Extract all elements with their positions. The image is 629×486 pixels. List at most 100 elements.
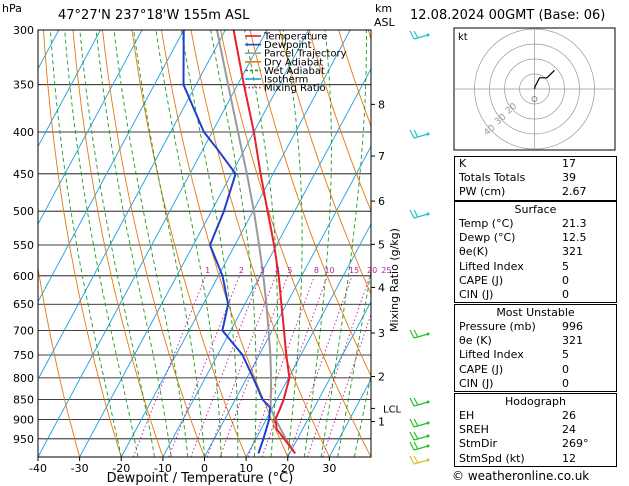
- wind-barb-flag: [413, 209, 419, 218]
- km-tick-label: 5: [378, 238, 385, 251]
- surface-row-value: 21.3: [562, 217, 587, 230]
- pressure-tick-label: 950: [13, 433, 34, 446]
- pressure-tick-label: 500: [13, 205, 34, 218]
- wind-barb-flag: [413, 418, 419, 427]
- legend-entry: Mixing Ratio: [264, 83, 326, 94]
- most-unstable-row: CAPE (J) 0: [455, 363, 616, 377]
- wind-barb-flag: [413, 397, 419, 406]
- wet-adiabat-line: [155, 30, 222, 457]
- legend-entry: Dry Adiabat: [264, 57, 323, 68]
- pressure-tick-label: 700: [13, 325, 34, 338]
- parcel-trajectory-line: [216, 30, 296, 454]
- most-unstable-row-value: 0: [562, 376, 569, 390]
- pressure-tick-label: 650: [13, 298, 34, 311]
- wind-barb-flag: [409, 441, 415, 451]
- wet-adiabat-line: [113, 30, 189, 457]
- km-tick-label: 7: [378, 150, 385, 163]
- location-label: 47°27'N 237°18'W 155m ASL: [58, 8, 250, 23]
- pressure-tick-label: 750: [13, 349, 34, 362]
- pressure-tick-label: 900: [13, 414, 34, 427]
- hpa-label: hPa: [2, 2, 22, 15]
- surface-row: Dewp (°C) 12.5: [455, 231, 616, 245]
- surface-row: CAPE (J) 0: [455, 274, 616, 288]
- pressure-tick-label: 350: [13, 79, 34, 92]
- most-unstable-row: θe (K) 321: [455, 334, 616, 348]
- most-unstable-row: CIN (J) 0: [455, 377, 616, 391]
- indices-row: PW (cm) 2.67: [455, 185, 616, 199]
- x-axis-label: Dewpoint / Temperature (°C): [107, 471, 294, 486]
- wind-barb: [413, 133, 429, 139]
- km-tick-label: 2: [378, 371, 385, 384]
- wind-barb: [413, 401, 429, 407]
- wind-barb-flag: [409, 431, 415, 441]
- wind-barb-flag: [413, 30, 419, 39]
- temperature-line: [232, 30, 296, 454]
- hodograph-stat-row-label: EH: [459, 409, 475, 422]
- pressure-tick-label: 800: [13, 372, 34, 385]
- dry-adiabat-line: [102, 30, 205, 457]
- dry-adiabat-line: [220, 30, 371, 457]
- wet-adiabat-line: [353, 373, 371, 457]
- hodograph-label: kt: [458, 32, 468, 43]
- wind-barb: [413, 213, 429, 219]
- isotherm-line: [79, 30, 309, 457]
- mixing-ratio-line: [322, 313, 371, 457]
- dry-adiabat-line: [43, 30, 122, 457]
- mixing-ratio-label: 1: [205, 266, 210, 275]
- mixing-ratio-line: [247, 275, 315, 457]
- dry-adiabat-line: [131, 30, 247, 457]
- most-unstable-row-label: CIN (J): [459, 376, 494, 390]
- wind-barb: [413, 435, 429, 441]
- wet-adiabat-line: [244, 30, 278, 457]
- most-unstable-row-value: 996: [562, 320, 583, 333]
- hodograph-stat-row-label: StmSpd (kt): [459, 451, 525, 465]
- wet-adiabat-line: [133, 30, 205, 457]
- surface-row: CIN (J) 0: [455, 288, 616, 302]
- legend-entry: Dewpoint: [264, 40, 312, 51]
- most-unstable-row-label: Pressure (mb): [459, 320, 536, 333]
- hodograph-stat-row-label: StmDir: [459, 437, 498, 451]
- mixing-ratio-label: 10: [324, 266, 334, 275]
- wet-adiabat-line: [320, 30, 367, 457]
- isotherm-line: [287, 300, 371, 457]
- mixing-ratio-line: [190, 275, 261, 457]
- wind-barb-flag: [413, 129, 419, 138]
- wind-barb-dot: [426, 332, 430, 336]
- wind-barb-dot: [426, 400, 430, 404]
- surface-row-value: 321: [562, 245, 583, 259]
- indices-table: K 17 Totals Totals 39 PW (cm) 2.67: [454, 156, 617, 201]
- wind-barb-flag: [413, 431, 419, 440]
- surface-row-label: Temp (°C): [459, 217, 514, 230]
- hodograph-trace: [533, 69, 555, 90]
- isotherm-line: [328, 378, 371, 457]
- hodograph-stat-row: StmDir 269°: [455, 437, 616, 451]
- wind-barb-flag: [409, 209, 415, 219]
- indices-row-value: 2.67: [562, 185, 587, 199]
- most-unstable-row-label: CAPE (J): [459, 362, 504, 376]
- surface-row: θe(K) 321: [455, 245, 616, 259]
- pressure-tick-label: 450: [13, 168, 34, 181]
- surface-row-label: Lifted Index: [459, 259, 524, 273]
- surface-row: Lifted Index 5: [455, 260, 616, 274]
- pressure-tick-label: 300: [13, 24, 34, 37]
- wind-barb-dot: [426, 444, 430, 448]
- wind-barb: [413, 445, 429, 451]
- isotherm-line: [162, 67, 371, 457]
- x-tick-label: 20: [281, 462, 295, 475]
- dry-adiabat-line: [38, 265, 81, 457]
- surface-row: Temp (°C) 21.3: [455, 217, 616, 231]
- lcl-label: LCL: [383, 404, 402, 415]
- wet-adiabat-line: [337, 268, 371, 457]
- asl-label: ASL: [374, 16, 395, 29]
- x-tick-label: 0: [201, 462, 208, 475]
- mixing-ratio-label: 15: [349, 266, 359, 275]
- x-tick-label: 10: [239, 462, 253, 475]
- x-tick-label: -30: [71, 462, 89, 475]
- wind-barb-dot: [426, 458, 430, 462]
- mixing-ratio-line: [261, 275, 328, 457]
- km-tick-label: 3: [378, 327, 385, 340]
- hodograph-stat-row-value: 269°: [562, 437, 589, 451]
- x-tick-label: 30: [322, 462, 336, 475]
- wet-adiabat-line: [95, 30, 172, 457]
